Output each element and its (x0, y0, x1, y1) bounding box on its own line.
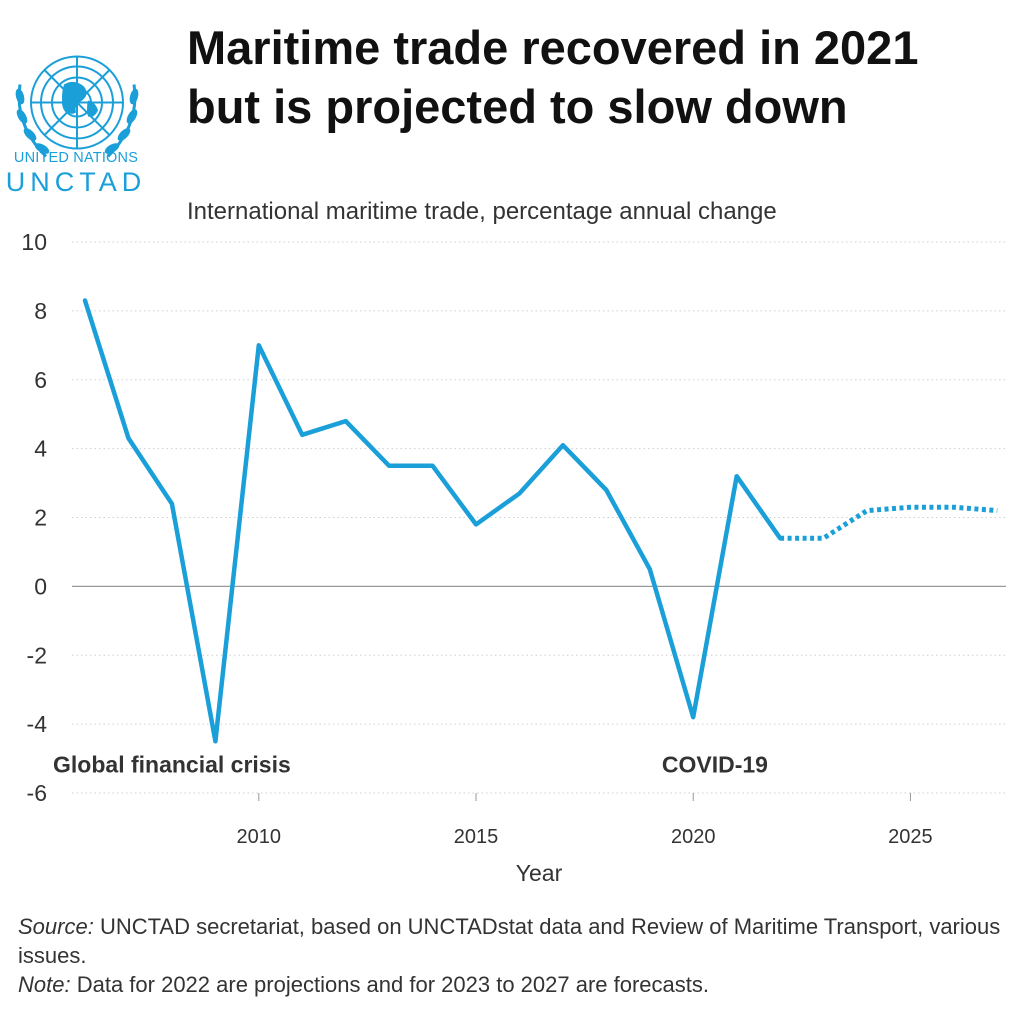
y-tick-label: 8 (34, 298, 47, 324)
source-text: UNCTAD secretariat, based on UNCTADstat … (18, 914, 1001, 968)
y-tick-label: 2 (34, 505, 47, 531)
grid-lines (72, 241, 1006, 801)
annotation-label: COVID-19 (662, 751, 768, 777)
annotation-label: Global financial crisis (53, 751, 291, 777)
y-tick-label: 4 (34, 436, 47, 462)
x-tick-label: 2020 (671, 826, 716, 848)
chart-subtitle: International maritime trade, percentage… (187, 198, 777, 225)
actual-line (82, 298, 783, 744)
y-tick-label: -4 (27, 711, 48, 737)
annotations: Global financial crisis COVID-19 (53, 751, 768, 777)
y-tick-label: 6 (34, 367, 47, 393)
y-tick-label: -2 (27, 642, 47, 668)
y-tick-label: -6 (27, 780, 47, 806)
data-series (82, 298, 998, 744)
logo-united-nations-text: UNITED NATIONS (13, 150, 139, 166)
x-axis-label: Year (516, 860, 563, 886)
line-chart: 10 8 6 4 2 0 -2 -4 -6 2010 2015 2020 2025 Global fi… (21, 229, 1006, 886)
un-emblem-icon (15, 55, 139, 158)
note-label: Note: (18, 972, 71, 997)
y-tick-label: 0 (34, 573, 47, 599)
x-tick-label: 2015 (454, 826, 499, 848)
note-text: Data for 2022 are projections and for 20… (76, 972, 710, 997)
x-tick-label: 2010 (237, 826, 282, 848)
source-label: Source: (18, 914, 94, 939)
x-axis-ticks: 2010 2015 2020 2025 (237, 826, 933, 848)
x-tick-label: 2025 (888, 826, 933, 848)
chart-footer: Source: UNCTAD secretariat, based on UNC… (18, 912, 1008, 999)
source-line: Source: UNCTAD secretariat, based on UNC… (18, 912, 1008, 970)
chart-title: Maritime trade recovered in 2021 but is … (187, 21, 919, 133)
logo-unctad-text: UNCTAD (5, 167, 147, 197)
y-axis-ticks: 10 8 6 4 2 0 -2 -4 -6 (21, 229, 47, 806)
forecast-line (780, 504, 998, 541)
y-tick-label: 10 (21, 229, 47, 255)
note-line: Note: Data for 2022 are projections and … (18, 970, 1008, 999)
